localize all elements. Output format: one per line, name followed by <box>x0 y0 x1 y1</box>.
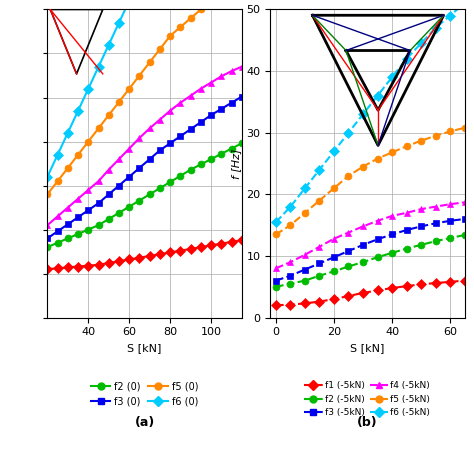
Text: (b): (b) <box>357 416 378 429</box>
Y-axis label: f [Hz]: f [Hz] <box>231 148 241 179</box>
Text: (a): (a) <box>135 416 155 429</box>
Legend: f1 (-5kN), f2 (-5kN), f3 (-5kN), f4 (-5kN), f5 (-5kN), f6 (-5kN): f1 (-5kN), f2 (-5kN), f3 (-5kN), f4 (-5k… <box>301 378 434 421</box>
X-axis label: S [kN]: S [kN] <box>350 343 384 353</box>
Legend: f2 (0), f3 (0), f5 (0), f6 (0): f2 (0), f3 (0), f5 (0), f6 (0) <box>87 378 202 410</box>
X-axis label: S [kN]: S [kN] <box>128 343 162 353</box>
